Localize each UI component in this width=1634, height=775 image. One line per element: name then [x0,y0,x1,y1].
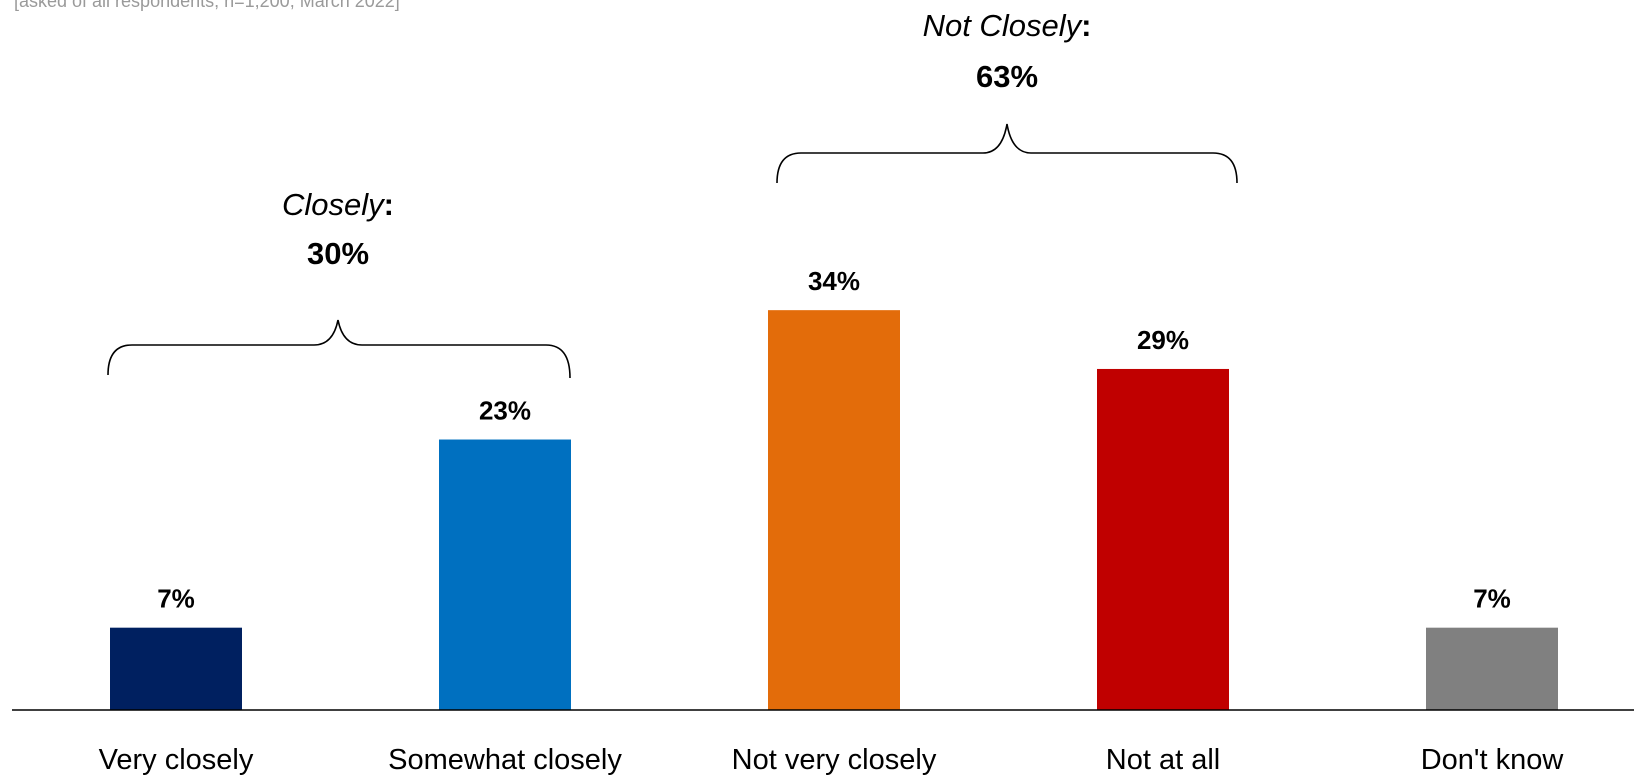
category-label-not-at-all: Not at all [1106,744,1220,775]
data-label-very-closely: 7% [157,584,195,614]
closely-group-colon: : [384,187,394,222]
bar-somewhat-closely [439,439,571,710]
data-label-somewhat-closely: 23% [479,396,531,426]
bar-don-t-know [1426,627,1558,710]
closely-group-label: Closely: [282,187,394,222]
closely-group-value: 30% [307,236,369,271]
bar-not-at-all [1097,368,1229,710]
bar-not-very-closely [768,310,900,710]
not-closely-brace [776,123,1238,184]
data-label-not-at-all: 29% [1137,325,1189,355]
not-closely-group-value: 63% [976,59,1038,94]
data-label-not-very-closely: 34% [808,266,860,296]
closely-group-name: Closely [282,187,386,222]
sample-note: [asked of all respondents, n=1,200, Marc… [14,0,400,11]
bar-very-closely [110,627,242,710]
category-labels-layer: Very closely Somewhat closely Not very clo… [99,744,1565,775]
not-closely-group-colon: : [1081,8,1091,43]
category-label-very-closely: Very closely [99,744,254,775]
not-closely-group-label: Not Closely: [923,8,1092,43]
data-labels-layer: 7% 23% 34% 29% 7% [157,266,1511,614]
data-label-don-t-know: 7% [1473,584,1511,614]
closely-brace [107,319,571,379]
bars-layer [110,310,1558,710]
category-label-don-t-know: Don't know [1421,744,1565,775]
not-closely-group-name: Not Closely [923,8,1084,43]
category-label-somewhat-closely: Somewhat closely [388,744,622,775]
category-label-not-very-closely: Not very closely [732,744,937,775]
